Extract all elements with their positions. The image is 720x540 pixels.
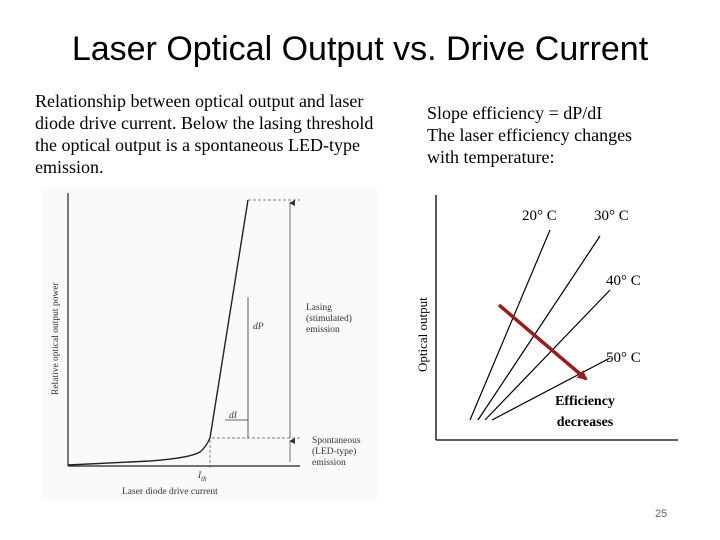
- efficiency-label-line-2: decreases: [557, 415, 614, 430]
- spontaneous-label-line-2: (LED-type): [312, 446, 356, 457]
- temperature-line: with temperature:: [427, 147, 555, 167]
- efficiency-decrease-arrow: [497, 303, 588, 381]
- left-x-axis-label: Laser diode drive current: [122, 487, 218, 497]
- label-20c: 20° C: [522, 208, 557, 224]
- efficiency-change-line: The laser efficiency changes: [427, 125, 633, 145]
- di-label: dI: [229, 411, 238, 421]
- label-30c: 30° C: [594, 208, 629, 224]
- lasing-label-line-3: emission: [306, 325, 340, 335]
- temperature-efficiency-figure: Optical output 20° C 30° C 40° C 50° C E…: [415, 195, 678, 441]
- right-y-axis-label: Optical output: [415, 297, 430, 372]
- page-number: 25: [655, 508, 668, 520]
- curve-40c: [484, 289, 611, 421]
- figure-background: [42, 188, 377, 500]
- curve-30c: [477, 235, 601, 421]
- ith-label: Ith: [197, 471, 207, 483]
- laser-output-figure: Relative optical output power Laser diod…: [42, 188, 377, 500]
- slide-title: Laser Optical Output vs. Drive Current: [71, 30, 649, 68]
- lasing-label-line-1: Lasing: [306, 303, 332, 313]
- lasing-label-line-2: (stimulated): [306, 313, 352, 324]
- dp-label: dP: [253, 322, 264, 332]
- label-40c: 40° C: [606, 273, 641, 289]
- right-description: Slope efficiency = dP/dI The laser effic…: [427, 102, 717, 168]
- slope-efficiency-line: Slope efficiency = dP/dI: [427, 103, 603, 123]
- efficiency-label-line-1: Efficiency: [555, 394, 615, 409]
- output-power-curve: [67, 199, 249, 466]
- left-y-axis-label: Relative optical output power: [51, 282, 61, 395]
- curve-20c: [469, 229, 551, 421]
- left-description: Relationship between optical output and …: [35, 91, 374, 177]
- spontaneous-label-line-3: emission: [312, 458, 346, 468]
- curve-50c: [491, 357, 611, 421]
- label-50c: 50° C: [606, 350, 641, 366]
- spontaneous-label-line-1: Spontaneous: [312, 436, 361, 446]
